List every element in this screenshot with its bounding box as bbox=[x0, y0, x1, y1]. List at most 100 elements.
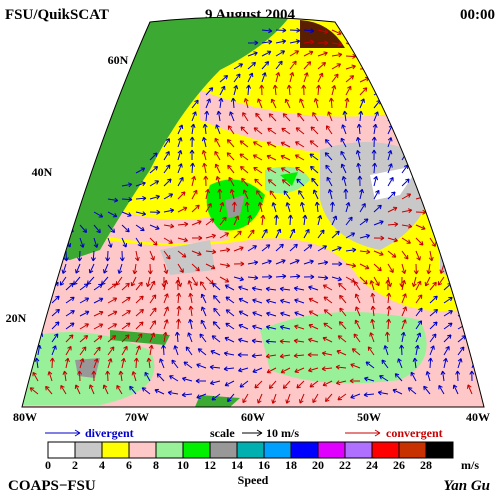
wind-arrow bbox=[10, 238, 20, 242]
wind-arrow bbox=[233, 84, 239, 96]
wind-arrow bbox=[401, 92, 413, 98]
wind-arrow bbox=[231, 201, 237, 213]
wind-arrow bbox=[312, 112, 319, 122]
wind-arrow bbox=[401, 319, 407, 330]
wind-arrow bbox=[471, 142, 483, 148]
wind-arrow bbox=[373, 220, 384, 226]
wind-arrow bbox=[429, 321, 438, 330]
wind-arrow bbox=[62, 370, 68, 382]
wind-arrow bbox=[386, 29, 392, 41]
wind-arrow bbox=[338, 282, 347, 291]
wind-arrow bbox=[32, 371, 39, 382]
wind-arrow bbox=[303, 39, 315, 45]
wind-arrow bbox=[345, 75, 355, 83]
wind-arrow bbox=[471, 107, 482, 113]
wind-arrow bbox=[443, 357, 448, 369]
wind-arrow bbox=[331, 215, 338, 226]
wind-arrow bbox=[177, 176, 184, 187]
wind-arrow bbox=[65, 334, 74, 343]
wind-arrow bbox=[163, 293, 169, 304]
wind-arrow bbox=[169, 375, 179, 382]
wind-arrow bbox=[359, 233, 371, 239]
wind-arrow bbox=[212, 282, 221, 291]
wind-arrow bbox=[149, 250, 155, 261]
wind-arrow bbox=[22, 388, 25, 395]
wind-arrow bbox=[65, 345, 72, 356]
wind-arrow bbox=[149, 152, 158, 161]
wind-arrow bbox=[322, 336, 333, 343]
wind-arrow bbox=[335, 380, 347, 386]
wind-arrow bbox=[242, 393, 249, 404]
wind-arrow bbox=[429, 237, 436, 247]
wind-arrow bbox=[149, 307, 157, 317]
wind-arrow bbox=[271, 393, 277, 404]
wind-arrow bbox=[275, 273, 287, 279]
wind-arrow bbox=[238, 367, 249, 373]
wind-arrow bbox=[471, 81, 478, 92]
wind-arrow bbox=[88, 384, 95, 395]
wind-arrow bbox=[303, 259, 314, 265]
wind-arrow bbox=[308, 323, 319, 330]
wind-arrow bbox=[238, 323, 249, 330]
wind-arrow bbox=[93, 346, 101, 356]
wind-arrow bbox=[415, 104, 427, 110]
wind-arrow bbox=[486, 358, 490, 368]
wind-arrow bbox=[79, 358, 85, 369]
wind-arrow bbox=[22, 358, 25, 369]
wind-arrow bbox=[443, 345, 450, 356]
wind-arrow bbox=[443, 182, 455, 188]
wind-arrow bbox=[457, 358, 463, 369]
wind-arrow bbox=[149, 166, 159, 174]
wind-arrow bbox=[93, 211, 104, 218]
wind-arrow bbox=[224, 284, 235, 291]
wind-arrow bbox=[289, 259, 300, 265]
wind-arrow bbox=[471, 119, 483, 124]
wind-arrow bbox=[163, 208, 175, 214]
wind-arrow bbox=[266, 298, 277, 304]
wind-arrow bbox=[471, 197, 483, 203]
wind-arrow bbox=[135, 281, 143, 291]
wind-arrow bbox=[415, 280, 422, 291]
speed-patch bbox=[160, 240, 215, 275]
wind-arrow bbox=[202, 123, 208, 135]
wind-arrow bbox=[415, 224, 426, 231]
wind-arrow bbox=[370, 305, 376, 317]
wind-arrow bbox=[275, 50, 286, 57]
colorbar-tick: 8 bbox=[153, 458, 159, 472]
wind-arrow bbox=[429, 81, 438, 90]
wind-arrow bbox=[317, 40, 329, 46]
wind-arrow bbox=[486, 238, 490, 247]
wind-arrow bbox=[247, 275, 259, 281]
wind-arrow bbox=[214, 163, 221, 174]
wind-arrow bbox=[415, 68, 422, 78]
colorbar-box bbox=[182, 441, 211, 459]
wind-arrow bbox=[451, 276, 459, 286]
wind-arrow bbox=[214, 150, 221, 161]
wind-arrow bbox=[486, 169, 496, 173]
wind-arrow bbox=[369, 332, 375, 343]
wind-arrow bbox=[457, 118, 469, 124]
wind-arrow bbox=[287, 214, 293, 226]
wind-arrow bbox=[279, 353, 291, 359]
wind-arrow bbox=[308, 367, 319, 373]
wind-arrow bbox=[187, 332, 193, 343]
wind-arrow bbox=[257, 98, 263, 109]
wind-arrow bbox=[116, 384, 123, 395]
wind-arrow bbox=[286, 84, 292, 96]
lat-label: 40N bbox=[32, 165, 53, 179]
wind-arrow bbox=[342, 110, 348, 122]
wind-arrow bbox=[227, 125, 235, 135]
wind-arrow bbox=[373, 189, 380, 200]
wind-arrow bbox=[273, 214, 279, 226]
wind-arrow bbox=[255, 112, 263, 122]
wind-arrow bbox=[377, 390, 389, 396]
wind-arrow bbox=[373, 204, 382, 213]
wind-arrow bbox=[371, 136, 377, 148]
wind-arrow bbox=[10, 222, 20, 226]
wind-arrow bbox=[289, 228, 296, 239]
wind-arrow bbox=[243, 97, 249, 109]
wind-arrow bbox=[471, 224, 479, 234]
wind-arrow bbox=[301, 84, 307, 96]
wind-arrow bbox=[107, 323, 118, 330]
wind-arrow bbox=[457, 81, 464, 92]
